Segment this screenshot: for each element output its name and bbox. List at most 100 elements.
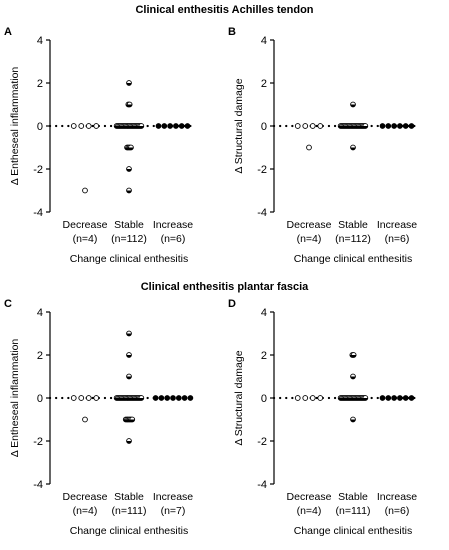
category-label: Stable <box>114 491 144 503</box>
y-tick-label: 0 <box>261 121 267 133</box>
data-point-filled <box>173 123 179 129</box>
data-point-filled <box>402 123 409 129</box>
data-point-open <box>82 416 88 423</box>
data-point-half-fill <box>138 126 144 129</box>
category-label: Increase <box>377 219 417 231</box>
y-tick-label: 2 <box>261 350 267 362</box>
data-point-filled <box>170 395 176 401</box>
data-point-filled <box>158 395 165 401</box>
panel-letter: A <box>4 26 12 38</box>
y-tick-label: -4 <box>257 207 267 219</box>
y-tick-label: 2 <box>37 350 43 362</box>
y-axis-label: Δ Entheseal inflammation <box>9 339 21 458</box>
category-count-label: (n=7) <box>161 505 186 517</box>
data-point-half <box>126 330 132 337</box>
category-count-label: (n=6) <box>385 505 410 517</box>
data-point-half-fill <box>138 398 144 401</box>
data-point-open <box>294 395 301 401</box>
chart-a: 420-2-4Δ Entheseal inflammationDecrease(… <box>9 35 197 265</box>
data-point-half <box>138 123 145 129</box>
data-point-open <box>317 395 324 401</box>
category-label: Stable <box>114 219 144 231</box>
data-point-half <box>126 101 133 108</box>
y-tick-label: 4 <box>261 35 267 47</box>
data-point-half <box>362 123 369 129</box>
data-point-open <box>70 395 77 401</box>
data-point-half-fill <box>126 355 132 358</box>
data-point-half <box>126 166 132 172</box>
data-point-half-fill <box>126 83 132 86</box>
y-tick-label: -2 <box>257 164 267 176</box>
y-tick-label: 2 <box>37 78 43 90</box>
y-tick-label: 4 <box>261 307 267 319</box>
data-point-filled <box>161 123 168 129</box>
data-point-half <box>126 80 132 86</box>
y-tick-label: 2 <box>261 78 267 90</box>
y-tick-label: 0 <box>37 121 43 133</box>
data-point-half <box>350 144 356 151</box>
data-point-open <box>309 123 316 129</box>
data-point-half-fill <box>128 147 134 150</box>
panel-c: C 4 2 0 -2 -4 Δ Entheseal inflammation Decreas… <box>0 298 224 538</box>
y-tick-label: -4 <box>33 207 43 219</box>
panel-letter: B <box>228 26 236 38</box>
data-point-half <box>350 373 356 380</box>
category-count-label: (n=111) <box>112 505 147 517</box>
y-tick-label: -4 <box>257 479 267 491</box>
y-tick-label: 0 <box>37 393 43 405</box>
data-point-half-fill <box>350 147 356 150</box>
category-label: Decrease <box>287 219 332 231</box>
category-label: Increase <box>377 491 417 503</box>
data-point-open <box>78 123 85 129</box>
y-tick-label: 0 <box>261 393 267 405</box>
category-count-label: (n=112) <box>111 233 147 245</box>
data-point-open <box>82 187 88 194</box>
data-point-open <box>302 395 309 401</box>
section-title-plantar-fascia: Clinical enthesitis plantar fascia <box>140 281 309 293</box>
data-point-filled <box>184 123 191 129</box>
data-point-half-fill <box>127 104 133 107</box>
data-point-open <box>302 123 309 129</box>
y-tick-label: 4 <box>37 307 43 319</box>
data-point-filled <box>181 395 188 401</box>
category-label: Decrease <box>287 491 332 503</box>
data-point-half <box>128 144 134 151</box>
data-point-filled <box>391 123 397 129</box>
data-point-half <box>362 395 369 401</box>
data-point-half <box>129 416 136 423</box>
x-axis-label: Change clinical enthesitis <box>70 253 188 265</box>
x-axis-label: Change clinical enthesitis <box>70 525 188 537</box>
data-point-filled <box>178 123 185 129</box>
panel-letter: C <box>4 298 12 310</box>
data-point-half <box>138 395 145 401</box>
data-point-filled <box>164 395 171 401</box>
data-point-filled <box>152 395 159 401</box>
x-axis-label: Change clinical enthesitis <box>294 253 412 265</box>
data-point-half <box>350 416 356 423</box>
data-point-filled <box>379 123 386 129</box>
data-point-half-fill <box>126 441 132 444</box>
panel-b: B 4 2 0 -2 -4 Δ Structural damage Decrease (n=4… <box>224 26 448 266</box>
y-tick-label: 4 <box>37 35 43 47</box>
data-point-filled <box>379 395 386 401</box>
chart-b: 4 2 0 -2 -4 Δ Structural damage Decrease (n=4) S… <box>233 35 421 265</box>
chart-d: 4 2 0 -2 -4 Δ Structural damage Decrease (n=4) S… <box>233 307 421 537</box>
y-tick-label: -2 <box>33 164 43 176</box>
data-point-filled <box>408 123 415 129</box>
section-title-achilles: Clinical enthesitis Achilles tendon <box>135 4 314 16</box>
y-axis-label: Δ Entheseal inflammation <box>9 67 21 186</box>
data-point-half-fill <box>126 333 132 336</box>
category-count-label: (n=6) <box>161 233 186 245</box>
data-point-open <box>85 123 92 129</box>
data-point-filled <box>385 395 392 401</box>
category-label: Decrease <box>63 491 108 503</box>
data-point-open <box>306 144 312 151</box>
category-count-label: (n=6) <box>385 233 410 245</box>
data-point-half <box>126 438 132 444</box>
data-point-open <box>93 123 100 129</box>
category-label: Increase <box>153 491 193 503</box>
data-point-half <box>126 373 132 380</box>
data-point-half-fill <box>350 104 356 107</box>
category-count-label: (n=4) <box>73 233 98 245</box>
